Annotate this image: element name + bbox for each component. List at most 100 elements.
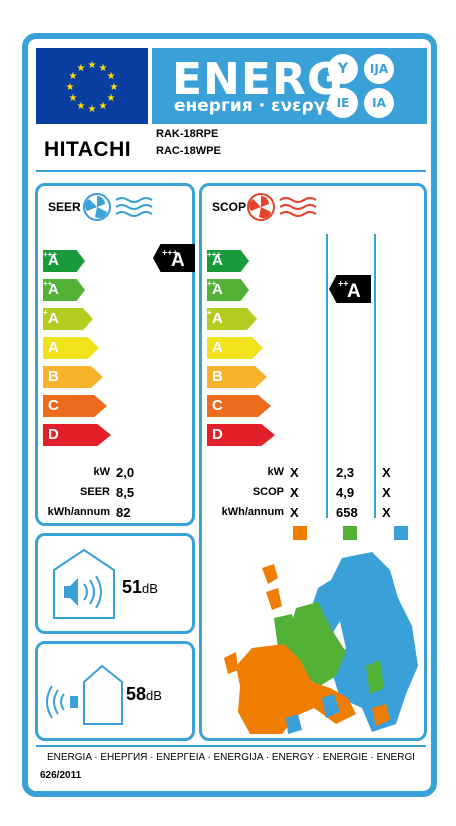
climate-swatch-colder bbox=[394, 526, 408, 540]
scop-rating-letter: A bbox=[347, 281, 361, 302]
climate-swatch-warmer bbox=[293, 526, 307, 540]
climate-swatch-average bbox=[343, 526, 357, 540]
seer-annual-label: kWh/annum bbox=[47, 506, 110, 518]
svg-text:★: ★ bbox=[107, 71, 116, 82]
seer-class-label: A bbox=[48, 281, 59, 298]
scop-class-arrow: B bbox=[207, 366, 267, 388]
seer-class-arrow: A +++ bbox=[43, 250, 85, 272]
seer-class-label: A bbox=[48, 339, 59, 356]
seer-class-label: A bbox=[48, 252, 59, 269]
seer-rating-arrow: A +++ bbox=[153, 244, 195, 272]
indoor-noise-reading: 51dB bbox=[122, 577, 158, 598]
svg-text:★: ★ bbox=[77, 101, 86, 112]
language-bubble-ia: IA bbox=[364, 88, 394, 118]
scop-class-sup: ++ bbox=[207, 279, 217, 288]
scop-annual-value-cold: X bbox=[290, 505, 299, 520]
scop-kw-value-warm: X bbox=[382, 465, 391, 480]
scop-class-arrow: A bbox=[207, 337, 263, 359]
seer-class-sup: + bbox=[43, 308, 48, 317]
house-speaker-icon bbox=[46, 664, 123, 725]
svg-text:★: ★ bbox=[99, 63, 108, 74]
europe-climate-map bbox=[224, 552, 418, 734]
scop-rating-sup: ++ bbox=[338, 278, 349, 289]
language-bubble-y: Y bbox=[328, 54, 358, 84]
seer-rating-letter: A bbox=[171, 250, 185, 271]
eu-stars-icon: ★ ★ ★ ★ ★ ★ ★ ★ ★ ★ ★ ★ bbox=[66, 60, 119, 115]
scop-scop-value-average: 4,9 bbox=[336, 485, 355, 500]
indoor-noise-unit: dB bbox=[142, 581, 158, 596]
seer-class-arrow: D bbox=[43, 424, 111, 446]
indoor-noise-value: 51 bbox=[122, 577, 143, 597]
seer-class-arrow: A bbox=[43, 337, 99, 359]
eu-flag: ★ ★ ★ ★ ★ ★ ★ ★ ★ ★ ★ ★ bbox=[36, 48, 148, 124]
scop-class-label: B bbox=[212, 368, 223, 385]
scop-column-divider-2 bbox=[374, 234, 376, 518]
svg-text:★: ★ bbox=[69, 71, 78, 82]
energy-word: ENERG bbox=[172, 54, 344, 105]
scop-class-arrow: A + bbox=[207, 308, 257, 330]
regulation-number: 626/2011 bbox=[40, 770, 82, 781]
seer-seer-label: SEER bbox=[80, 486, 110, 498]
language-bubble-ija: IJA bbox=[364, 54, 394, 84]
svg-text:★: ★ bbox=[99, 101, 108, 112]
seer-class-sup: ++ bbox=[43, 279, 53, 288]
scop-class-label: D bbox=[212, 426, 223, 443]
seer-class-label: B bbox=[48, 368, 59, 385]
language-bubble-ie: IE bbox=[328, 88, 358, 118]
outdoor-noise-reading: 58dB bbox=[126, 684, 162, 705]
scop-annual-label: kWh/annum bbox=[221, 506, 284, 518]
scop-scop-value-warm: X bbox=[382, 485, 391, 500]
model-outdoor: RAC-18WPE bbox=[156, 145, 221, 157]
seer-rating-sup: +++ bbox=[162, 247, 178, 258]
svg-text:★: ★ bbox=[88, 104, 97, 115]
scop-class-arrow: C bbox=[207, 395, 271, 417]
brand-name: HITACHI bbox=[44, 138, 132, 161]
scop-annual-value-average: 658 bbox=[336, 505, 358, 520]
scop-kw-value-cold: X bbox=[290, 465, 299, 480]
outdoor-noise-value: 58 bbox=[126, 684, 147, 704]
footer-languages: ENERGIA · ЕНЕРГИЯ · ΕΝΕΡΓΕΙΑ · ENERGIJA … bbox=[47, 752, 415, 763]
outdoor-noise-unit: dB bbox=[146, 688, 162, 703]
scop-scop-label: SCOP bbox=[252, 486, 284, 498]
seer-panel: SEER A +++ A ++ A + A B C D A +++ kW 2,0 SEER 8,5 … bbox=[35, 183, 195, 526]
seer-class-arrow: A ++ bbox=[43, 279, 85, 301]
model-indoor: RAK-18RPE bbox=[156, 128, 219, 140]
svg-text:★: ★ bbox=[88, 60, 97, 71]
seer-class-label: A bbox=[48, 310, 59, 327]
seer-class-arrow: B bbox=[43, 366, 103, 388]
svg-text:★: ★ bbox=[110, 82, 119, 93]
seer-annual-value: 82 bbox=[116, 505, 131, 520]
scop-scop-value-cold: X bbox=[290, 485, 299, 500]
svg-text:★: ★ bbox=[107, 93, 116, 104]
scop-class-sup: +++ bbox=[207, 250, 222, 259]
svg-text:★: ★ bbox=[66, 82, 75, 93]
seer-class-arrow: C bbox=[43, 395, 107, 417]
seer-class-label: C bbox=[48, 397, 59, 414]
scop-class-sup: + bbox=[207, 308, 212, 317]
seer-kw-value: 2,0 bbox=[116, 465, 135, 480]
scop-annual-value-warm: X bbox=[382, 505, 391, 520]
energy-banner: ENERG енергия · ενεργεια Y IJA IE IA bbox=[152, 48, 427, 124]
seer-title: SEER bbox=[48, 200, 81, 214]
energy-subtitle: енергия · ενεργεια bbox=[174, 96, 353, 116]
scop-title: SCOP bbox=[212, 200, 247, 214]
seer-kw-label: kW bbox=[93, 466, 111, 478]
scop-class-label: A bbox=[212, 281, 223, 298]
scop-class-arrow: D bbox=[207, 424, 275, 446]
scop-kw-value-average: 2,3 bbox=[336, 465, 355, 480]
scop-class-label: A bbox=[212, 310, 223, 327]
scop-rating-arrow: A ++ bbox=[329, 275, 371, 303]
speaker-wall-icon bbox=[53, 548, 115, 619]
scop-kw-label: kW bbox=[267, 466, 285, 478]
outdoor-noise-panel: 58dB bbox=[35, 641, 195, 741]
header-divider bbox=[36, 170, 426, 172]
svg-text:★: ★ bbox=[69, 93, 78, 104]
seer-class-sup: +++ bbox=[43, 250, 58, 259]
scop-class-label: A bbox=[212, 339, 223, 356]
indoor-noise-panel: 51dB bbox=[35, 533, 195, 634]
scop-column-divider-1 bbox=[326, 234, 328, 518]
footer-divider bbox=[36, 745, 426, 747]
seer-class-arrow: A + bbox=[43, 308, 93, 330]
svg-text:★: ★ bbox=[77, 63, 86, 74]
fan-heat-icon bbox=[247, 193, 317, 221]
